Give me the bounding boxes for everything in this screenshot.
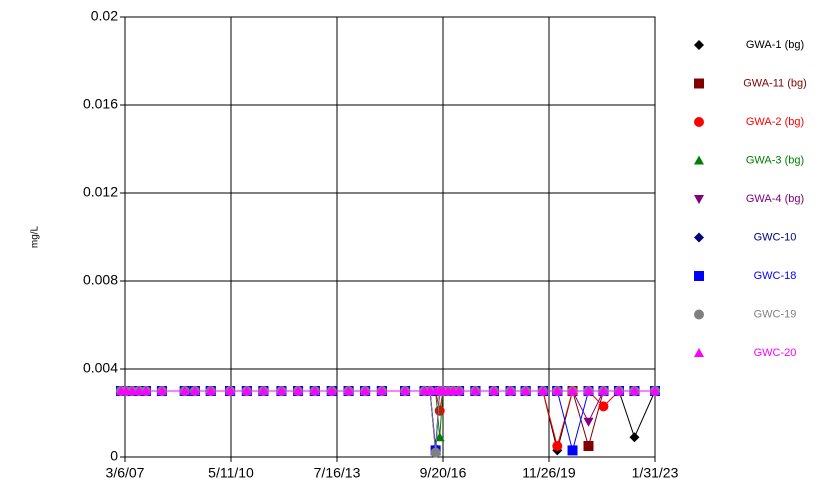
data-point (552, 386, 563, 395)
y-tick-label: 0.02 (91, 8, 118, 24)
legend-marker (694, 232, 704, 243)
legend-marker (694, 78, 704, 89)
data-point (127, 386, 138, 395)
x-tick-label: 9/20/16 (420, 465, 467, 481)
series-line (120, 390, 655, 448)
data-point (470, 386, 481, 395)
plot-frame (124, 16, 656, 458)
legend-marker (694, 271, 704, 281)
data-point (400, 386, 411, 395)
data-point (613, 386, 624, 395)
data-point (140, 386, 151, 395)
data-point (454, 386, 465, 395)
data-point (276, 386, 287, 395)
data-point (583, 386, 594, 395)
data-point (133, 386, 144, 395)
data-point (488, 386, 499, 395)
data-point (650, 386, 660, 395)
data-point (567, 445, 578, 456)
x-tick-label: 7/16/13 (314, 465, 361, 481)
data-point (629, 432, 640, 443)
data-point (225, 386, 236, 395)
legend-marker (694, 195, 704, 204)
data-point (629, 386, 640, 395)
legend-label: GWA-1 (bg) (746, 39, 804, 51)
legend-marker (694, 40, 704, 50)
legend-label: GWC-10 (754, 231, 797, 243)
data-point (376, 386, 387, 395)
y-axis-label: mg/L (30, 225, 41, 248)
data-point (309, 386, 320, 395)
data-point (598, 401, 609, 412)
data-point (360, 386, 371, 395)
legend-marker (694, 155, 704, 165)
data-point (505, 386, 516, 395)
legend-marker (694, 348, 704, 357)
data-point (552, 441, 563, 451)
data-point (156, 386, 167, 395)
legend-label: GWA-4 (bg) (746, 193, 804, 205)
legend-label: GWC-18 (754, 270, 797, 282)
data-point (189, 386, 200, 395)
data-point (205, 386, 216, 395)
data-point (326, 386, 337, 395)
legend-marker (694, 117, 704, 127)
data-point (293, 386, 304, 395)
legend-label: GWC-20 (754, 347, 797, 359)
legend-label: GWC-19 (754, 308, 797, 320)
x-tick-label: 1/31/23 (632, 465, 679, 481)
x-tick-label: 11/26/19 (522, 465, 576, 481)
data-point (258, 386, 269, 395)
data-point (434, 405, 445, 416)
y-tick-label: 0.004 (83, 360, 118, 376)
y-tick-label: 0 (110, 448, 118, 464)
data-point (583, 417, 594, 427)
x-tick-label: 5/11/10 (208, 465, 254, 481)
data-point (598, 386, 609, 395)
data-point (179, 386, 190, 395)
data-point (343, 386, 354, 395)
data-point (567, 386, 578, 395)
y-tick-label: 0.012 (83, 184, 118, 200)
x-tick-label: 3/6/07 (106, 465, 145, 481)
data-point (430, 447, 441, 458)
data-point (434, 432, 445, 442)
data-point (537, 386, 548, 395)
data-point (241, 386, 252, 395)
legend-label: GWA-3 (bg) (746, 154, 804, 166)
y-tick-label: 0.008 (83, 272, 118, 288)
legend-label: GWA-11 (bg) (743, 77, 807, 89)
y-tick-label: 0.016 (83, 96, 118, 112)
data-point (520, 386, 531, 395)
data-point (583, 441, 594, 451)
legend-label: GWA-2 (bg) (746, 116, 804, 128)
legend-marker (694, 309, 704, 320)
